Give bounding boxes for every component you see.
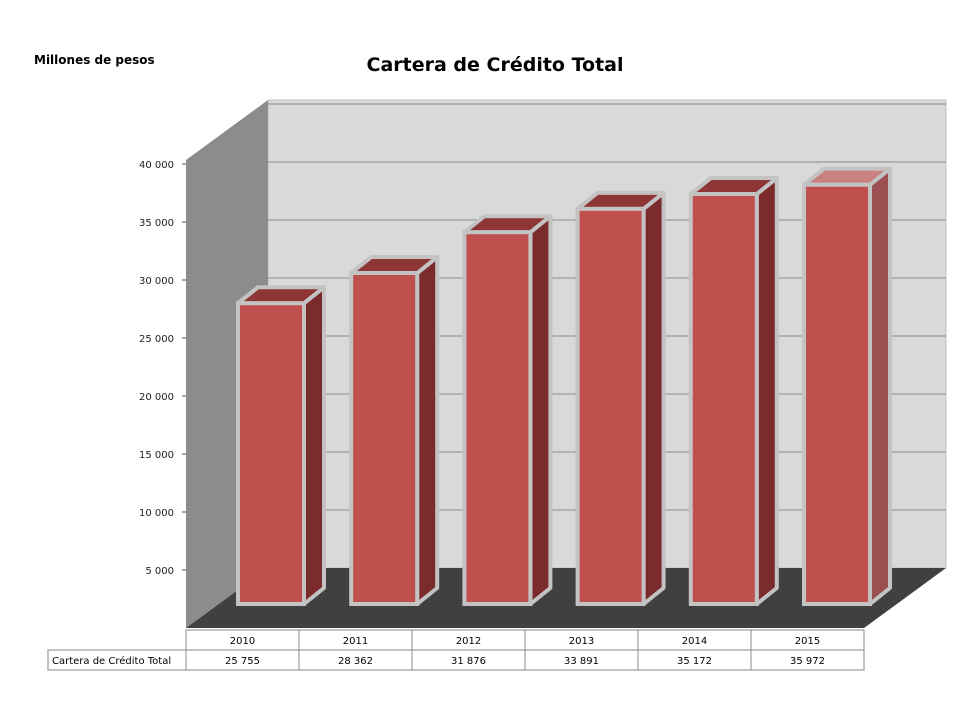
bar-front [688,192,759,607]
category-label: 2014 [682,636,707,647]
category-label: 2015 [795,636,820,647]
value-label: 33 891 [564,656,599,667]
data-table: 2010 2011 2012 2013 2014 2015 Cartera de Crédi… [47,629,865,671]
bar-front [349,271,420,606]
bar-front [802,182,872,606]
y-tick-label: 5 000 [145,566,174,577]
gridline-side [185,103,269,165]
category-label: 2011 [343,636,368,647]
value-label: 35 972 [790,656,825,667]
bar-side [302,285,326,606]
gridline-side [185,219,269,281]
value-label: 35 172 [677,656,712,667]
y-tick-label: 20 000 [139,392,174,403]
y-tick-label: 15 000 [139,450,174,461]
bar-side [415,255,440,606]
bar-2013 [575,190,666,606]
chart-title: Cartera de Crédito Total [366,54,624,76]
bar-front [575,206,646,606]
series-name-label: Cartera de Crédito Total [52,655,171,667]
bar-side [528,214,553,606]
y-tick-label: 10 000 [139,508,174,519]
bar-front [462,230,533,606]
bar-side [868,166,892,606]
bar-2015 [802,166,892,606]
y-tick-label: 40 000 [139,160,174,171]
value-label: 31 876 [451,656,486,667]
gridline-side [185,161,269,223]
y-axis: 5 000 10 000 15 000 20 000 25 000 30 000 35 00… [139,160,186,577]
category-label: 2012 [456,636,481,647]
y-units-label: Millones de pesos [34,53,155,67]
bar-front [236,301,306,606]
value-cell [750,649,865,671]
y-tick-label: 35 000 [139,218,174,229]
bar-side [641,190,666,606]
bar-2011 [349,255,440,606]
category-label: 2010 [230,636,255,647]
bar-2012 [462,214,553,606]
value-label: 25 755 [225,656,260,667]
bar-side [754,176,779,606]
bar-2014 [688,176,779,607]
value-label: 28 362 [338,656,373,667]
y-tick-label: 25 000 [139,334,174,345]
bars [236,166,892,607]
category-label: 2013 [569,636,594,647]
bar-2010 [236,285,326,606]
y-tick-label: 30 000 [139,276,174,287]
